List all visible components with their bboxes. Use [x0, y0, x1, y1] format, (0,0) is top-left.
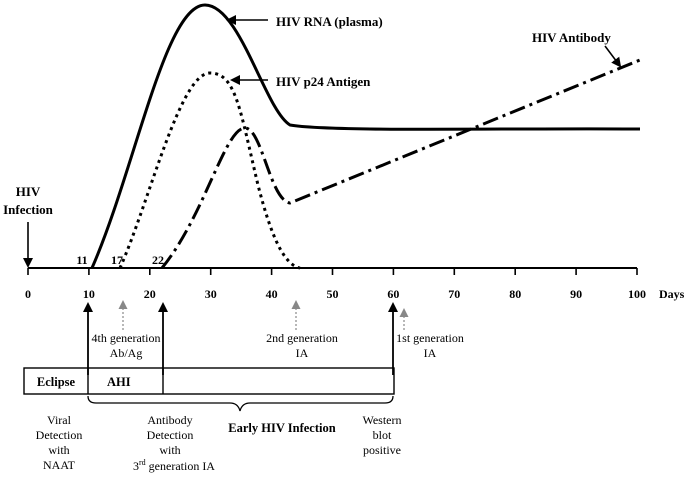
western-blot-l3: positive: [363, 443, 401, 457]
antibody-detection-l3: with: [159, 443, 180, 457]
hiv-rna-curve: [90, 3, 641, 269]
hiv-antibody-curve: [160, 58, 641, 269]
axis-tick-label: 70: [448, 287, 460, 301]
second-gen-label-l2: IA: [296, 346, 309, 360]
axis-tick-label: 30: [205, 287, 217, 301]
hiv-p24-label: HIV p24 Antigen: [276, 74, 371, 89]
axis-tick-label: 50: [327, 287, 339, 301]
axis-tick-label: 80: [509, 287, 521, 301]
viral-detection-l1: Viral: [47, 413, 72, 427]
fourth-gen-label-l1: 4th generation: [92, 331, 161, 345]
axis-tick-label: 90: [570, 287, 582, 301]
eclipse-label: Eclipse: [37, 375, 76, 389]
axis-tick-label: 100: [628, 287, 646, 301]
axis-tick-label: 60: [387, 287, 399, 301]
axis-tick-label: 10: [83, 287, 95, 301]
ab-l4-sup: rd: [139, 458, 146, 467]
axis-tick-label: 40: [266, 287, 278, 301]
antibody-detection-l4: 3rd generation IA: [133, 458, 215, 473]
ab-l4-pre: 3: [133, 459, 139, 473]
first-gen-label-l1: 1st generation: [396, 331, 464, 345]
fourth-gen-label-l2: Ab/Ag: [110, 346, 143, 360]
viral-detection-l3: with: [48, 443, 69, 457]
early-infection-brace: [87, 395, 394, 412]
second-gen-label-l1: 2nd generation: [266, 331, 338, 345]
antibody-detection-l2: Detection: [147, 428, 194, 442]
first-gen-label-l2: IA: [424, 346, 437, 360]
hiv-p24-antigen-curve: [118, 71, 301, 270]
axis-tick-label: 0: [25, 287, 31, 301]
day-marker-11: 11: [76, 253, 87, 267]
ab-l4-post: generation IA: [146, 459, 216, 473]
hiv-antibody-label: HIV Antibody: [532, 30, 611, 45]
early-infection-label: Early HIV Infection: [228, 421, 335, 435]
day-marker-22: 22: [152, 253, 164, 267]
day-marker-17: 17: [111, 253, 123, 267]
antibody-detection-l1: Antibody: [147, 413, 192, 427]
viral-detection-l4: NAAT: [43, 458, 76, 472]
hiv-rna-label: HIV RNA (plasma): [276, 14, 383, 29]
antibody-label-pointer: [604, 45, 622, 68]
infection-label-line2: Infection: [3, 202, 54, 217]
axis-ticks: 0 10 20 30 40 50 60 70 80 90 100: [25, 268, 646, 301]
western-blot-l1: Western: [362, 413, 401, 427]
western-blot-l2: blot: [373, 428, 392, 442]
ahi-label: AHI: [107, 375, 131, 389]
axis-unit-label: Days: [659, 287, 685, 301]
infection-label-line1: HIV: [16, 184, 41, 199]
axis-tick-label: 20: [144, 287, 156, 301]
phase-box: [23, 367, 395, 395]
viral-detection-l2: Detection: [36, 428, 83, 442]
